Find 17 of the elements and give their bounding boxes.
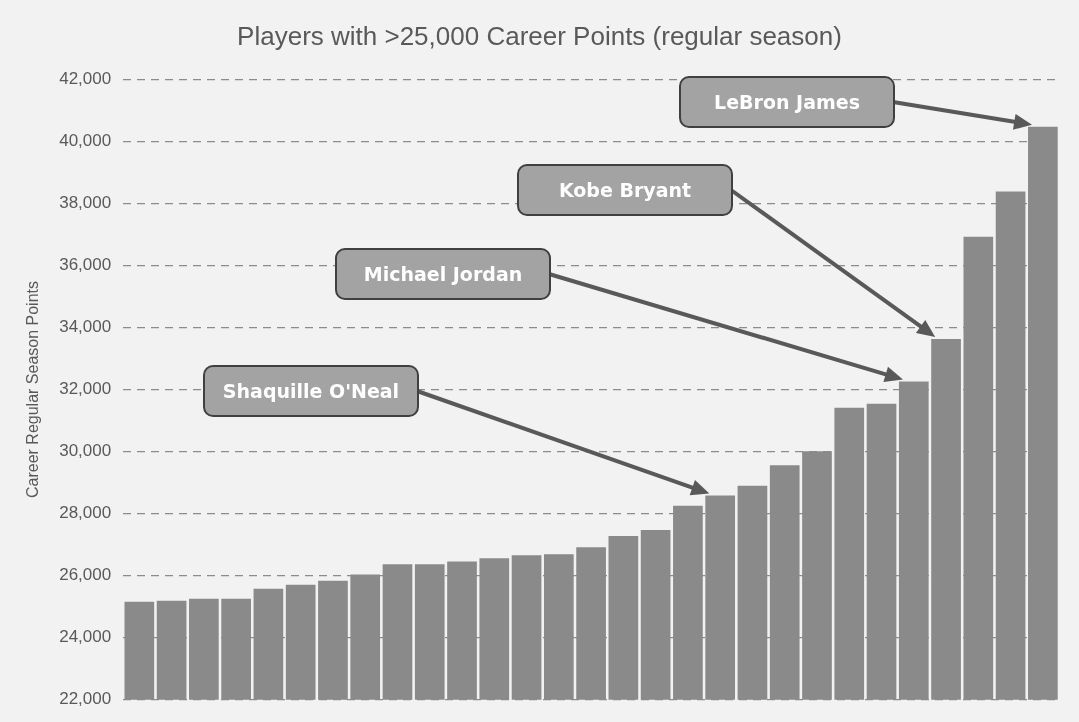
y-tick-label: 36,000	[59, 255, 112, 275]
callout-box: LeBron James	[679, 76, 895, 128]
callout-box: Michael Jordan	[335, 248, 551, 300]
callout-box: Shaquille O'Neal	[203, 365, 419, 417]
y-tick-label: 24,000	[59, 627, 112, 647]
y-tick-label: 26,000	[59, 565, 112, 585]
y-tick-label: 30,000	[59, 441, 112, 461]
y-axis-title: Career Regular Season Points	[24, 280, 42, 499]
callout-box: Kobe Bryant	[517, 164, 733, 216]
y-tick-label: 22,000	[59, 689, 112, 709]
chart-title: Players with >25,000 Career Points (regular season)	[237, 20, 842, 51]
y-tick-label: 28,000	[59, 503, 112, 523]
y-tick-label: 38,000	[59, 193, 112, 213]
y-tick-label: 42,000	[59, 68, 112, 88]
y-tick-label: 40,000	[59, 130, 112, 150]
y-tick-label: 32,000	[59, 379, 112, 399]
y-tick-label: 34,000	[59, 317, 112, 337]
